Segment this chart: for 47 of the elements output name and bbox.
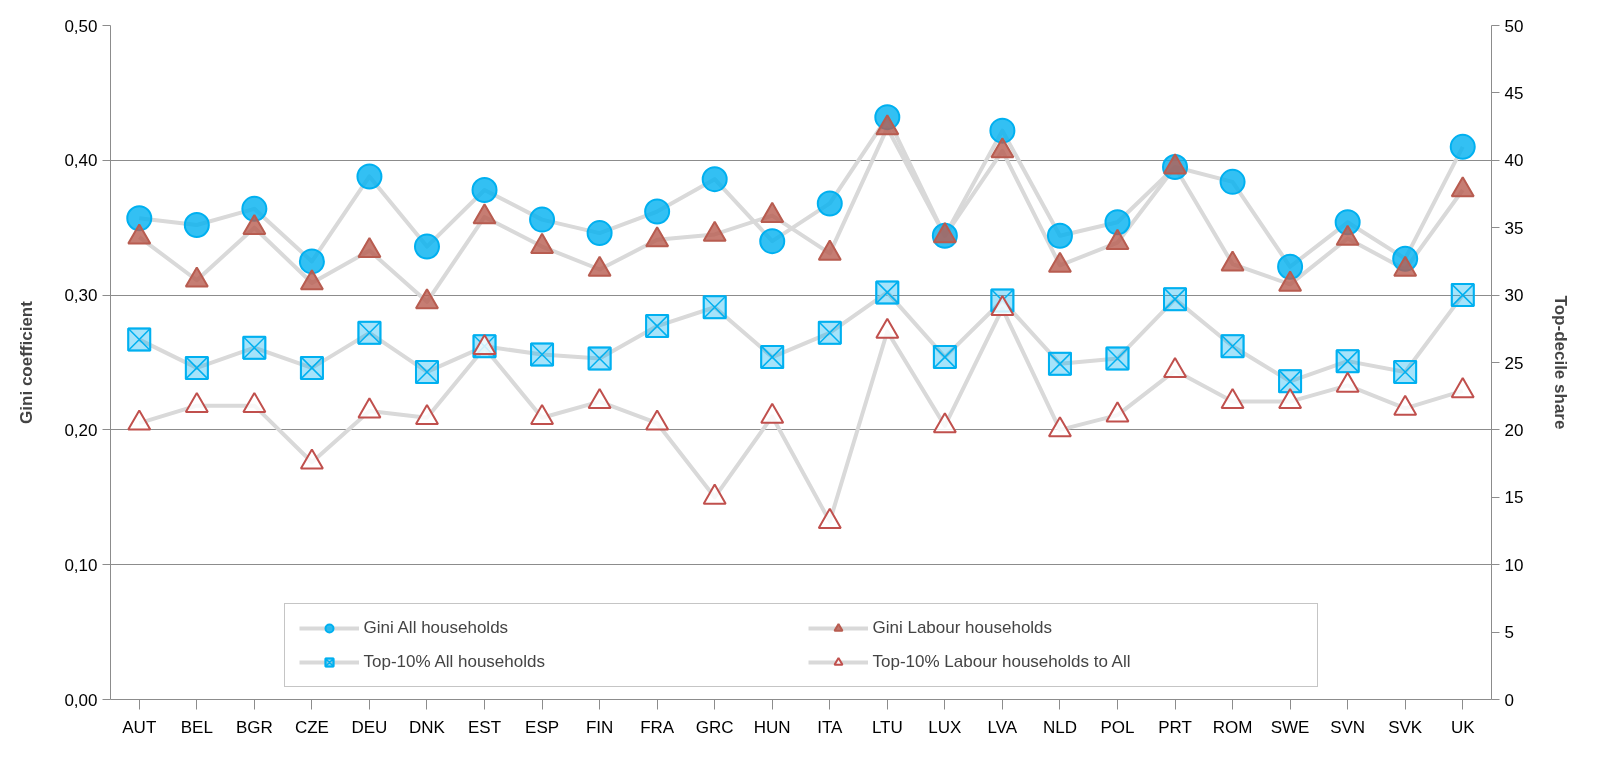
x-tick-label: NLD: [1042, 717, 1077, 737]
x-tick-label: FRA: [640, 717, 675, 737]
legend-label: Top-10% All households: [363, 652, 546, 672]
x-tick-label: EST: [467, 717, 502, 737]
x-tick-label: SVK: [1388, 717, 1423, 737]
x-tick-label: ITA: [817, 717, 844, 737]
y-tick-label: 0,40: [64, 151, 98, 171]
x-tick-label: UK: [1450, 717, 1476, 737]
y-tick-label: 0,10: [64, 555, 98, 575]
x-tick-label: LTU: [871, 717, 903, 737]
x-tick-label: GRC: [695, 717, 734, 737]
x-tick-label: DEU: [351, 717, 388, 737]
legend-label: Gini All households: [363, 618, 510, 638]
y2-tick-label: 30: [1504, 286, 1524, 306]
legend-label: Gini Labour households: [872, 618, 1054, 638]
x-tick-label: POL: [1100, 717, 1135, 737]
x-tick-label: LUX: [928, 717, 962, 737]
y2-tick-label: 25: [1504, 353, 1524, 373]
y2-tick-label: 50: [1504, 16, 1524, 36]
y-tick-label: 0,30: [64, 286, 98, 306]
y2-tick-label: 0: [1504, 690, 1514, 710]
x-tick-label: BGR: [235, 717, 273, 737]
x-tick-label: FIN: [585, 717, 614, 737]
y2-tick-label: 45: [1504, 83, 1524, 103]
y-axis-title: Gini coefficient: [17, 300, 37, 424]
y-tick-label: 0,00: [64, 690, 98, 710]
y-tick-label: 0,20: [64, 420, 98, 440]
y2-tick-label: 10: [1504, 555, 1524, 575]
x-tick-label: BEL: [180, 717, 213, 737]
y2-tick-label: 35: [1504, 218, 1524, 238]
x-tick-label: ESP: [525, 717, 560, 737]
y2-tick-label: 15: [1504, 488, 1524, 508]
legend-label: Top-10% Labour households to All: [872, 652, 1132, 672]
x-tick-label: CZE: [294, 717, 329, 737]
y2-tick-label: 20: [1504, 420, 1524, 440]
x-tick-label: AUT: [122, 717, 157, 737]
y2-tick-label: 40: [1504, 151, 1524, 171]
x-tick-label: SVN: [1330, 717, 1366, 737]
y2-axis-title: Top-decile share: [1551, 295, 1571, 430]
y-tick-label: 0,50: [64, 16, 98, 36]
x-tick-label: ROM: [1212, 717, 1253, 737]
x-tick-label: DNK: [409, 717, 446, 737]
x-tick-label: HUN: [753, 717, 791, 737]
y2-tick-label: 5: [1504, 623, 1514, 643]
x-tick-label: LVA: [987, 717, 1018, 737]
x-tick-label: SWE: [1270, 717, 1310, 737]
x-tick-label: PRT: [1158, 717, 1192, 737]
